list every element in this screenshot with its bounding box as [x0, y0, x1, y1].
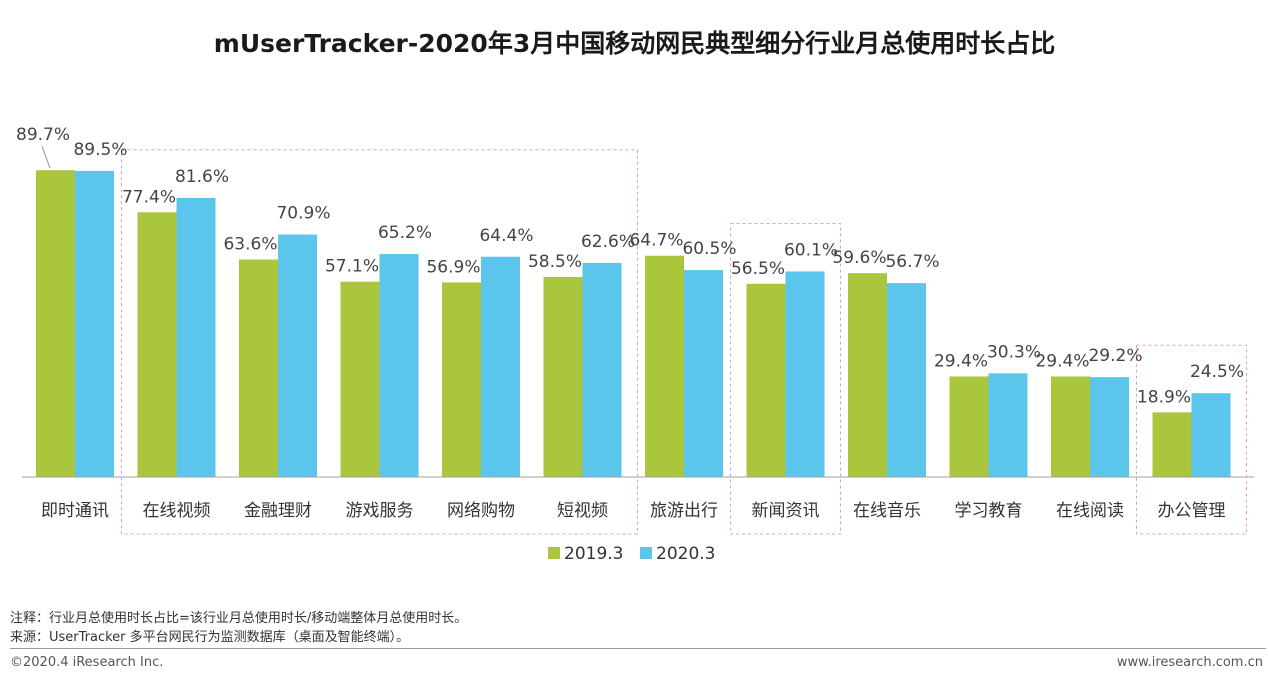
category-label: 旅游出行 — [650, 501, 718, 521]
bar-2019.3-金融理财 — [239, 259, 278, 477]
bar-2019.3-在线音乐 — [848, 273, 887, 477]
bar-2020.3-学习教育 — [988, 373, 1028, 477]
data-label: 18.9% — [1137, 387, 1191, 407]
bar-2020.3-在线阅读 — [1090, 377, 1129, 477]
data-label: 29.2% — [1088, 346, 1142, 366]
data-label: 57.1% — [325, 257, 379, 277]
data-label: 81.6% — [175, 167, 229, 187]
data-label: 30.3% — [987, 342, 1041, 362]
chart-source: 来源：UserTracker 多平台网民行为监测数据库（桌面及智能终端）。 — [10, 630, 410, 645]
bar-2019.3-在线阅读 — [1051, 376, 1090, 477]
data-label: 56.5% — [731, 259, 785, 279]
data-label: 62.6% — [581, 232, 635, 252]
bar-2020.3-游戏服务 — [379, 254, 419, 477]
category-label: 金融理财 — [244, 501, 312, 521]
bar-2020.3-在线音乐 — [887, 283, 926, 477]
bar-chart: 89.7% 77.4% 63.6% 57.1% 56.9% 58.5% 64.7% 56.5%… — [16, 125, 1254, 564]
legend-label: 2020.3 — [656, 544, 715, 564]
data-label: 29.4% — [1035, 351, 1089, 371]
bar-2020.3-办公管理 — [1191, 393, 1231, 477]
data-label: 29.4% — [934, 351, 988, 371]
bar-2019.3-网络购物 — [442, 282, 481, 477]
category-label: 在线音乐 — [853, 501, 921, 521]
category-label: 学习教育 — [955, 501, 1023, 521]
chart-note: 注释：行业月总使用时长占比=该行业月总使用时长/移动端整体月总使用时长。 — [10, 611, 468, 626]
data-label: 59.6% — [832, 248, 886, 268]
legend-swatch-2019.3 — [548, 547, 560, 559]
highlight-box-2 — [1136, 344, 1247, 535]
bar-2020.3-即时通讯 — [75, 170, 114, 477]
bar-2020.3-旅游出行 — [684, 270, 723, 477]
data-label: 89.7% — [16, 125, 70, 145]
bar-2019.3-办公管理 — [1152, 412, 1192, 477]
bar-2019.3-短视频 — [543, 276, 583, 477]
data-label: 63.6% — [223, 234, 277, 254]
category-label: 办公管理 — [1158, 501, 1226, 521]
data-label: 64.7% — [629, 231, 683, 251]
bar-2020.3-金融理财 — [278, 234, 317, 477]
bar-2019.3-在线视频 — [137, 212, 177, 478]
data-label: 56.9% — [426, 257, 480, 277]
category-label: 在线视频 — [143, 501, 211, 521]
bar-2019.3-学习教育 — [949, 376, 989, 477]
data-label: 60.5% — [682, 239, 736, 259]
category-label: 短视频 — [557, 501, 608, 521]
legend-label: 2019.3 — [564, 544, 623, 564]
category-label: 网络购物 — [447, 501, 515, 521]
highlight-box-0 — [121, 149, 638, 535]
data-label: 70.9% — [276, 204, 330, 224]
legend-swatch-2020.3 — [640, 547, 652, 559]
category-label: 即时通讯 — [41, 501, 109, 521]
bar-2019.3-旅游出行 — [645, 255, 684, 477]
bar-2020.3-网络购物 — [481, 256, 520, 477]
bar-2020.3-短视频 — [582, 262, 622, 477]
bar-2019.3-游戏服务 — [340, 281, 380, 477]
chart-title: mUserTracker-2020年3月中国移动网民典型细分行业月总使用时长占比 — [213, 29, 1056, 58]
category-label: 在线阅读 — [1056, 501, 1124, 521]
website-text: www.iresearch.com.cn — [1116, 655, 1263, 670]
copyright-text: ©2020.4 iResearch Inc. — [10, 655, 164, 670]
data-label: 56.7% — [885, 252, 939, 272]
data-label: 89.5% — [73, 140, 127, 160]
bar-2020.3-在线视频 — [176, 197, 216, 478]
data-label: 60.1% — [784, 240, 838, 260]
highlight-box-1 — [730, 222, 841, 535]
data-label: 58.5% — [528, 252, 582, 272]
data-label: 24.5% — [1190, 362, 1244, 382]
footer-divider — [10, 648, 1266, 649]
data-label: 77.4% — [122, 187, 176, 207]
category-label: 游戏服务 — [346, 501, 414, 521]
bar-2020.3-新闻资讯 — [785, 271, 825, 477]
leader-line — [41, 146, 51, 169]
data-label: 65.2% — [378, 223, 432, 243]
bar-2019.3-新闻资讯 — [746, 283, 786, 477]
category-label: 新闻资讯 — [752, 501, 820, 521]
data-label: 64.4% — [479, 226, 533, 246]
bar-2019.3-即时通讯 — [36, 170, 75, 477]
